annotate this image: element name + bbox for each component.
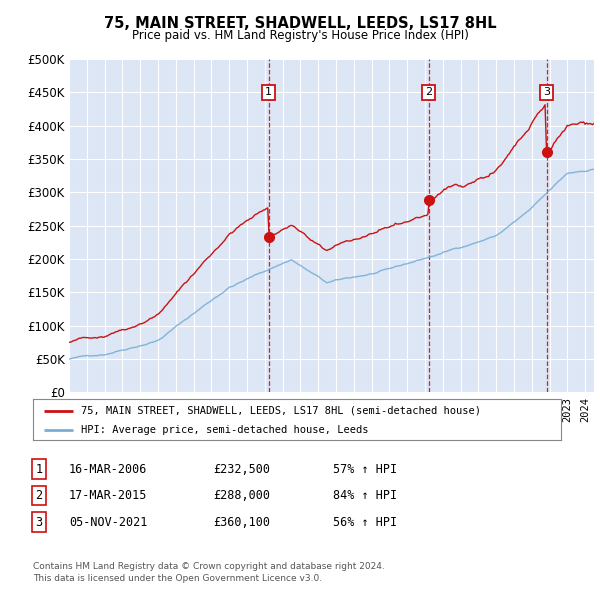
Text: Price paid vs. HM Land Registry's House Price Index (HPI): Price paid vs. HM Land Registry's House … — [131, 29, 469, 42]
Text: 75, MAIN STREET, SHADWELL, LEEDS, LS17 8HL (semi-detached house): 75, MAIN STREET, SHADWELL, LEEDS, LS17 8… — [80, 406, 481, 416]
Text: 17-MAR-2015: 17-MAR-2015 — [69, 489, 148, 502]
Text: 56% ↑ HPI: 56% ↑ HPI — [333, 516, 397, 529]
Text: 3: 3 — [35, 516, 43, 529]
Text: HPI: Average price, semi-detached house, Leeds: HPI: Average price, semi-detached house,… — [80, 425, 368, 434]
Text: Contains HM Land Registry data © Crown copyright and database right 2024.: Contains HM Land Registry data © Crown c… — [33, 562, 385, 571]
Text: 84% ↑ HPI: 84% ↑ HPI — [333, 489, 397, 502]
Text: 57% ↑ HPI: 57% ↑ HPI — [333, 463, 397, 476]
Text: 75, MAIN STREET, SHADWELL, LEEDS, LS17 8HL: 75, MAIN STREET, SHADWELL, LEEDS, LS17 8… — [104, 16, 496, 31]
Text: 2: 2 — [35, 489, 43, 502]
Text: £232,500: £232,500 — [213, 463, 270, 476]
Text: 1: 1 — [265, 87, 272, 97]
Text: This data is licensed under the Open Government Licence v3.0.: This data is licensed under the Open Gov… — [33, 573, 322, 583]
Text: £360,100: £360,100 — [213, 516, 270, 529]
Text: 16-MAR-2006: 16-MAR-2006 — [69, 463, 148, 476]
Text: £288,000: £288,000 — [213, 489, 270, 502]
Text: 1: 1 — [35, 463, 43, 476]
Text: 05-NOV-2021: 05-NOV-2021 — [69, 516, 148, 529]
Text: 2: 2 — [425, 87, 432, 97]
Text: 3: 3 — [543, 87, 550, 97]
